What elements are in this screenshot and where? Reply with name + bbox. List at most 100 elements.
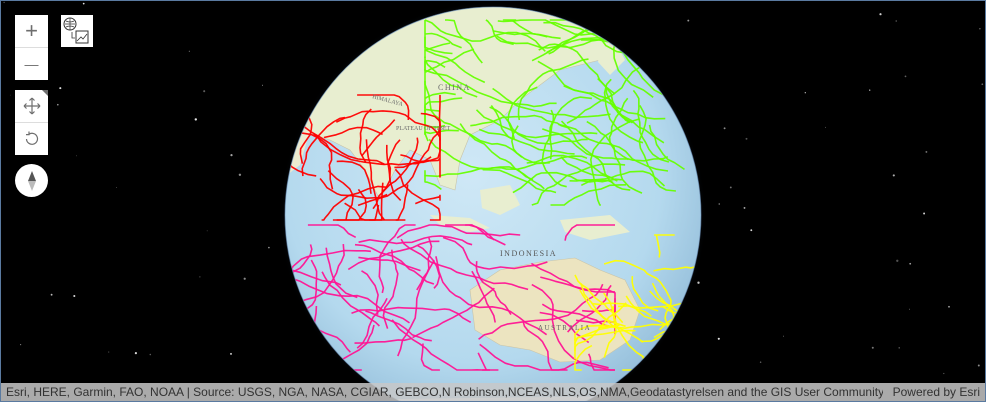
north-indian-track[interactable] <box>359 108 372 163</box>
south-indian-track[interactable] <box>275 326 292 370</box>
north-pacific-track[interactable] <box>648 124 685 171</box>
north-indian-track[interactable] <box>365 139 386 221</box>
south-pacific-track[interactable] <box>618 294 705 309</box>
north-pacific-track[interactable] <box>526 154 618 182</box>
south-indian-track[interactable] <box>479 343 609 371</box>
south-indian-track[interactable] <box>435 256 548 336</box>
south-indian-track[interactable] <box>478 283 604 340</box>
south-indian-track[interactable] <box>442 236 548 270</box>
south-indian-track[interactable] <box>347 240 440 271</box>
south-indian-track[interactable] <box>358 256 421 272</box>
north-indian-track[interactable] <box>394 168 441 221</box>
south-indian-track[interactable] <box>540 276 616 293</box>
north-pacific-track[interactable] <box>507 86 538 139</box>
north-pacific-track[interactable] <box>424 42 451 59</box>
north-pacific-track[interactable] <box>424 19 462 49</box>
north-pacific-track[interactable] <box>424 19 546 52</box>
north-pacific-track[interactable] <box>550 184 627 206</box>
south-indian-track[interactable] <box>382 249 399 329</box>
south-indian-track[interactable] <box>325 247 358 299</box>
north-pacific-track[interactable] <box>517 58 589 121</box>
south-indian-track[interactable] <box>412 287 495 339</box>
north-pacific-track[interactable] <box>424 69 557 108</box>
north-pacific-track[interactable] <box>580 170 666 187</box>
south-indian-track[interactable] <box>356 297 388 349</box>
south-indian-track[interactable] <box>378 224 416 294</box>
south-indian-track[interactable] <box>445 224 495 241</box>
north-pacific-track[interactable] <box>612 19 679 38</box>
north-pacific-track[interactable] <box>543 21 624 54</box>
north-pacific-track[interactable] <box>445 19 483 64</box>
zoom-in-button[interactable]: + <box>15 15 48 47</box>
north-indian-track[interactable] <box>313 133 432 166</box>
north-pacific-track[interactable] <box>638 105 676 192</box>
north-pacific-track[interactable] <box>542 128 669 162</box>
north-pacific-track[interactable] <box>563 85 666 120</box>
north-pacific-track[interactable] <box>586 120 643 194</box>
south-indian-track[interactable] <box>283 274 410 324</box>
south-pacific-track[interactable] <box>653 234 675 258</box>
north-pacific-track[interactable] <box>424 59 446 71</box>
north-pacific-track[interactable] <box>492 30 561 40</box>
south-indian-track[interactable] <box>365 310 432 342</box>
north-pacific-track[interactable] <box>424 91 456 142</box>
north-indian-track[interactable] <box>319 177 388 199</box>
south-pacific-track[interactable] <box>681 327 705 361</box>
north-indian-track[interactable] <box>357 94 410 121</box>
zoom-out-button[interactable]: — <box>15 47 48 80</box>
north-indian-track[interactable] <box>323 126 383 139</box>
south-pacific-track[interactable] <box>574 344 593 371</box>
south-indian-track[interactable] <box>400 238 529 291</box>
north-pacific-track[interactable] <box>590 118 640 206</box>
south-indian-track[interactable] <box>354 337 412 344</box>
south-indian-track[interactable] <box>321 271 380 327</box>
rotate-button[interactable] <box>15 122 48 155</box>
north-pacific-track[interactable] <box>424 162 550 178</box>
north-pacific-track[interactable] <box>485 19 514 46</box>
south-indian-track[interactable] <box>475 261 512 316</box>
south-indian-track[interactable] <box>477 352 490 371</box>
south-indian-track[interactable] <box>564 224 615 241</box>
north-pacific-track[interactable] <box>424 80 523 158</box>
south-indian-track[interactable] <box>396 224 521 239</box>
north-indian-track[interactable] <box>321 185 387 221</box>
north-pacific-track[interactable] <box>492 87 611 119</box>
north-pacific-track[interactable] <box>424 129 459 135</box>
powered-by-esri-link[interactable]: Powered by Esri <box>892 385 980 399</box>
south-pacific-track[interactable] <box>603 306 617 358</box>
north-indian-track[interactable] <box>372 137 419 210</box>
south-indian-track[interactable] <box>275 244 313 302</box>
north-pacific-track[interactable] <box>560 156 614 179</box>
north-indian-track[interactable] <box>336 160 372 194</box>
north-pacific-track[interactable] <box>502 19 548 38</box>
north-pacific-track[interactable] <box>608 97 629 161</box>
south-indian-track[interactable] <box>361 270 379 315</box>
south-pacific-track[interactable] <box>592 302 652 317</box>
north-indian-track[interactable] <box>344 202 406 221</box>
south-indian-track[interactable] <box>358 235 473 246</box>
south-pacific-track[interactable] <box>686 309 705 359</box>
south-indian-track[interactable] <box>307 224 357 239</box>
north-pacific-track[interactable] <box>569 179 614 184</box>
north-indian-track[interactable] <box>300 124 385 165</box>
north-pacific-track[interactable] <box>541 109 567 188</box>
north-indian-track[interactable] <box>381 139 401 193</box>
south-indian-track[interactable] <box>531 283 615 371</box>
south-indian-track[interactable] <box>397 259 435 357</box>
north-indian-track[interactable] <box>285 131 334 190</box>
north-indian-track[interactable] <box>301 116 346 177</box>
north-pacific-track[interactable] <box>632 89 670 163</box>
north-pacific-track[interactable] <box>475 109 598 139</box>
basemap-toggle-button[interactable] <box>61 15 93 47</box>
south-pacific-track[interactable] <box>574 324 644 345</box>
north-pacific-track[interactable] <box>489 106 588 145</box>
north-indian-track[interactable] <box>335 110 441 141</box>
pan-button[interactable] <box>15 90 48 122</box>
south-pacific-track[interactable] <box>653 245 706 272</box>
south-pacific-track[interactable] <box>603 259 678 338</box>
north-indian-track[interactable] <box>336 188 367 221</box>
north-pacific-track[interactable] <box>531 163 626 206</box>
north-pacific-track[interactable] <box>490 105 514 140</box>
south-indian-track[interactable] <box>471 270 496 323</box>
